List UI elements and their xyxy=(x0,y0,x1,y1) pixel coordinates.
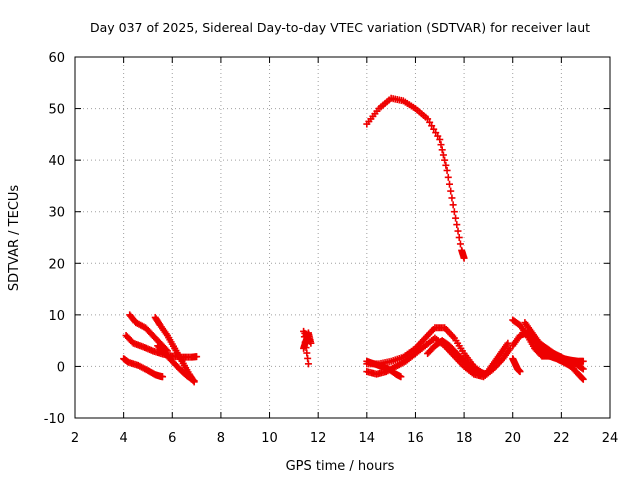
series-arc-i xyxy=(363,357,405,381)
y-tick-label: 50 xyxy=(48,103,65,118)
y-tick-label: 30 xyxy=(48,206,65,221)
series-arc-c xyxy=(120,355,167,381)
series-arc-m xyxy=(509,329,587,383)
point-marker xyxy=(303,349,311,357)
point-marker xyxy=(302,344,310,352)
y-tick-label: -10 xyxy=(44,412,65,427)
point-marker xyxy=(579,357,587,365)
point-marker xyxy=(453,221,461,229)
x-tick-label: 8 xyxy=(217,431,225,446)
point-marker xyxy=(579,375,587,383)
point-marker xyxy=(159,373,167,381)
point-marker xyxy=(504,339,512,347)
series-arc-o xyxy=(509,355,524,376)
point-marker xyxy=(442,161,450,169)
point-marker xyxy=(460,254,468,262)
point-marker xyxy=(441,156,449,164)
x-tick-label: 24 xyxy=(602,431,619,446)
x-tick-label: 10 xyxy=(261,431,278,446)
chart-title: Day 037 of 2025, Sidereal Day-to-day VTE… xyxy=(90,20,590,35)
y-tick-label: 10 xyxy=(48,309,65,324)
series-arc-e xyxy=(154,342,198,385)
point-marker xyxy=(455,234,463,241)
point-marker xyxy=(437,141,445,149)
point-marker xyxy=(444,173,452,181)
point-marker xyxy=(446,180,453,188)
point-marker xyxy=(449,201,457,209)
point-marker xyxy=(436,136,444,144)
point-marker xyxy=(189,376,197,384)
point-marker xyxy=(190,377,198,385)
point-marker xyxy=(579,365,587,373)
point-marker xyxy=(304,360,312,368)
x-axis-label: GPS time / hours xyxy=(286,459,395,474)
point-marker xyxy=(300,327,308,335)
x-tick-label: 16 xyxy=(407,431,424,446)
grid-lines xyxy=(75,57,610,418)
x-tick-label: 14 xyxy=(359,431,376,446)
x-tick-label: 4 xyxy=(119,431,127,446)
series-arc-k xyxy=(363,94,468,262)
point-marker xyxy=(447,187,455,195)
y-axis-label: SDTVAR / TECUs xyxy=(7,185,22,292)
point-marker xyxy=(456,240,464,248)
point-marker xyxy=(193,353,201,361)
point-marker xyxy=(443,166,451,174)
point-marker xyxy=(304,354,312,362)
plot-frame xyxy=(74,56,611,419)
x-tick-label: 20 xyxy=(504,431,521,446)
y-tick-label: 0 xyxy=(57,360,65,375)
point-marker xyxy=(450,208,458,216)
point-marker xyxy=(578,374,586,382)
point-marker xyxy=(301,338,309,346)
point-marker xyxy=(439,151,447,159)
x-tick-label: 22 xyxy=(553,431,570,446)
series-arc-f xyxy=(300,327,315,368)
series-arc-j xyxy=(424,337,512,378)
x-tick-labels: 2 4 6 8 10 12 14 16 18 20 22 24 xyxy=(71,431,618,446)
axis-ticks xyxy=(74,56,611,419)
x-tick-label: 2 xyxy=(71,431,79,446)
point-marker xyxy=(454,227,462,235)
y-tick-label: 20 xyxy=(48,257,65,272)
x-tick-label: 18 xyxy=(456,431,473,446)
y-tick-labels: -10 0 10 20 30 40 50 60 xyxy=(44,51,65,427)
point-marker xyxy=(448,194,456,202)
series-arc-b xyxy=(126,311,171,355)
series-arc-n xyxy=(521,319,587,373)
point-marker xyxy=(452,214,460,222)
x-tick-label: 12 xyxy=(310,431,327,446)
point-marker xyxy=(397,373,405,381)
x-tick-label: 6 xyxy=(168,431,176,446)
point-marker xyxy=(578,364,586,372)
y-tick-label: 40 xyxy=(48,154,65,169)
point-marker xyxy=(438,146,446,154)
point-marker xyxy=(516,368,524,376)
y-tick-label: 60 xyxy=(48,51,65,66)
data-points xyxy=(120,94,587,386)
point-marker xyxy=(300,333,308,341)
